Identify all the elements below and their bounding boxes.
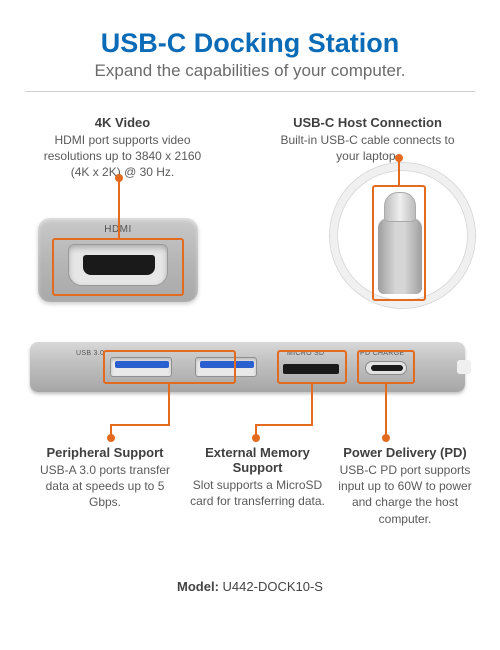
pd-label: PD CHARGE [360, 350, 404, 357]
pd-port-icon [365, 361, 407, 375]
callout-heading: 4K Video [40, 115, 205, 130]
dock-body-illustration: USB 3.0 MICRO SD PD CHARGE [30, 342, 465, 392]
model-value: U442-DOCK10-S [223, 579, 323, 594]
usb-a-port-icon [110, 357, 172, 377]
usb-a-port-icon [195, 357, 257, 377]
page-subtitle: Expand the capabilities of your computer… [25, 61, 475, 81]
usb30-label: USB 3.0 [76, 350, 104, 357]
callout-peripheral: Peripheral Support USB-A 3.0 ports trans… [30, 445, 180, 511]
callout-heading: Peripheral Support [30, 445, 180, 460]
callout-body: Built-in USB-C cable connects to your la… [280, 132, 455, 164]
callout-body: USB-C PD port supports input up to 60W t… [335, 462, 475, 527]
callout-body: USB-A 3.0 ports transfer data at speeds … [30, 462, 180, 511]
callout-body: HDMI port supports video resolutions up … [40, 132, 205, 181]
callout-host-connection: USB-C Host Connection Built-in USB-C cab… [280, 115, 455, 164]
callout-heading: External Memory Support [185, 445, 330, 475]
callout-4k-video: 4K Video HDMI port supports video resolu… [40, 115, 205, 181]
callout-memory: External Memory Support Slot supports a … [185, 445, 330, 509]
callout-heading: USB-C Host Connection [280, 115, 455, 130]
divider [25, 91, 475, 92]
microsd-port-icon [283, 364, 339, 374]
microsd-label: MICRO SD [287, 350, 324, 357]
model-label: Model: [177, 579, 219, 594]
callout-body: Slot supports a MicroSD card for transfe… [185, 477, 330, 509]
usbc-plug-icon [378, 218, 422, 294]
page-title: USB-C Docking Station [25, 28, 475, 59]
callout-power: Power Delivery (PD) USB-C PD port suppor… [335, 445, 475, 527]
hdmi-port-icon [68, 244, 168, 286]
callout-heading: Power Delivery (PD) [335, 445, 475, 460]
model-number: Model: U442-DOCK10-S [0, 579, 500, 594]
